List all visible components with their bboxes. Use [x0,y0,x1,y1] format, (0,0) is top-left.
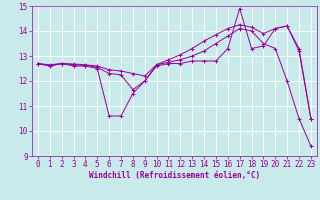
X-axis label: Windchill (Refroidissement éolien,°C): Windchill (Refroidissement éolien,°C) [89,171,260,180]
